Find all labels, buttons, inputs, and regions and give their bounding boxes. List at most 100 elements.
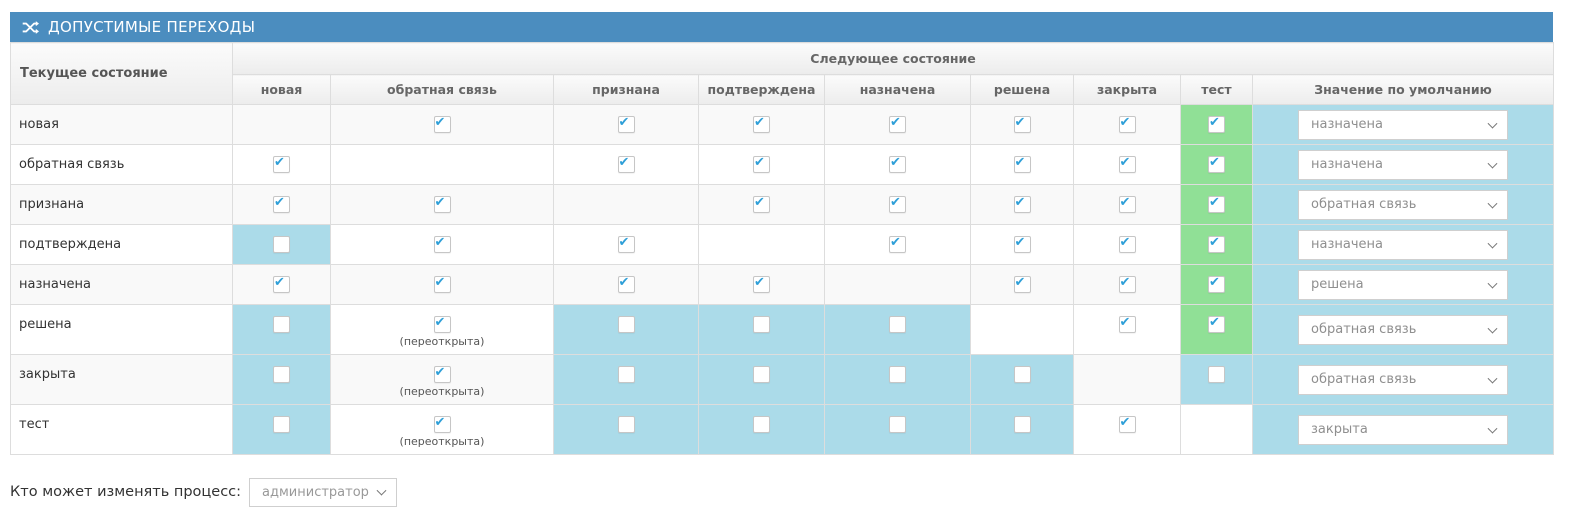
transition-checkbox[interactable] [1208,195,1225,213]
transition-checkbox[interactable] [433,235,451,253]
default-value-cell: обратная связь [1252,354,1554,405]
default-value-cell: назначена [1252,224,1554,265]
transition-cell [970,104,1074,145]
transition-checkbox[interactable] [617,316,635,333]
transition-checkbox[interactable] [1118,235,1136,253]
default-transition-select-value: закрыта [1311,422,1368,437]
transition-cell [553,224,699,265]
column-header-3: подтверждена [698,74,825,105]
transition-checkbox[interactable] [617,366,635,383]
transition-checkbox[interactable] [1208,155,1225,173]
transition-checkbox[interactable] [1013,416,1031,433]
transition-checkbox[interactable] [433,195,451,213]
default-transition-select[interactable]: обратная связь [1298,364,1508,395]
transition-checkbox[interactable] [1208,115,1225,133]
transition-cell [553,144,699,185]
transition-checkbox[interactable] [1013,155,1031,173]
transition-checkbox[interactable] [1013,115,1031,133]
transition-cell [1073,184,1181,225]
transition-checkbox[interactable] [1118,195,1136,213]
transition-checkbox[interactable] [1208,315,1225,333]
default-value-cell: обратная связь [1252,184,1554,225]
transition-checkbox[interactable] [753,366,770,383]
transition-checkbox[interactable] [1118,415,1136,433]
transition-checkbox[interactable] [617,155,635,173]
table-row: решена (переоткрыта) обратная связь [10,304,1554,355]
transition-cell [824,144,971,185]
transition-checkbox[interactable] [433,365,451,383]
transition-checkbox[interactable] [273,275,290,293]
transition-checkbox[interactable] [1118,315,1136,333]
transition-checkbox[interactable] [273,316,290,333]
transition-checkbox[interactable] [433,315,451,333]
transition-cell [1180,224,1253,265]
transition-checkbox[interactable] [753,275,770,293]
process-editor-select[interactable]: администратор [249,477,398,507]
panel-titlebar: ДОПУСТИМЫЕ ПЕРЕХОДЫ [10,12,1553,42]
transition-checkbox[interactable] [889,316,906,333]
chevron-down-icon [1487,423,1498,434]
transition-checkbox[interactable] [889,115,906,133]
transition-checkbox[interactable] [1118,115,1136,133]
transition-checkbox[interactable] [433,415,451,433]
transition-checkbox[interactable] [753,115,770,133]
default-transition-select[interactable]: обратная связь [1298,189,1508,220]
transition-checkbox[interactable] [753,316,770,333]
transition-checkbox[interactable] [617,416,635,433]
transition-checkbox[interactable] [273,236,290,253]
transition-checkbox[interactable] [889,195,906,213]
process-editor-row: Кто может изменять процесс: администрато… [10,477,398,507]
transition-checkbox[interactable] [1118,155,1136,173]
transition-checkbox[interactable] [273,155,290,173]
default-transition-select[interactable]: обратная связь [1298,314,1508,345]
default-value-cell: назначена [1252,144,1554,185]
transition-checkbox[interactable] [1208,275,1225,293]
transition-checkbox[interactable] [889,366,906,383]
transition-cell [1073,104,1181,145]
default-transition-select[interactable]: назначена [1298,109,1508,140]
transition-checkbox[interactable] [1013,195,1031,213]
diagonal-cell [330,144,554,185]
default-transition-select[interactable]: закрыта [1298,414,1508,445]
transition-checkbox[interactable] [889,235,906,253]
transition-cell [824,354,971,405]
transition-checkbox[interactable] [1013,235,1031,253]
transition-checkbox[interactable] [1013,366,1031,383]
row-label: закрыта [10,354,233,405]
transition-cell [1073,144,1181,185]
transition-checkbox[interactable] [889,155,906,173]
transition-checkbox[interactable] [273,416,290,433]
diagonal-cell [824,264,971,305]
default-transition-select[interactable]: назначена [1298,229,1508,260]
transition-cell [1073,264,1181,305]
transition-checkbox[interactable] [433,275,451,293]
reopen-label: (переоткрыта) [399,385,485,398]
transition-checkbox[interactable] [889,416,906,433]
transition-checkbox[interactable] [1118,275,1136,293]
chevron-down-icon [1487,118,1498,129]
transition-cell [970,184,1074,225]
transition-checkbox[interactable] [753,416,770,433]
default-transition-select-value: обратная связь [1311,322,1417,337]
default-transition-select[interactable]: решена [1298,269,1508,300]
transition-cell [553,264,699,305]
transition-cell [970,144,1074,185]
transition-checkbox[interactable] [273,195,290,213]
transition-checkbox[interactable] [753,195,770,213]
transition-checkbox[interactable] [617,115,635,133]
transition-checkbox[interactable] [1208,366,1225,383]
transition-checkbox[interactable] [753,155,770,173]
transition-cell [698,184,825,225]
transition-checkbox[interactable] [617,275,635,293]
transition-cell [698,264,825,305]
transition-cell [232,404,331,455]
transition-checkbox[interactable] [1208,235,1225,253]
transition-checkbox[interactable] [1013,275,1031,293]
transition-checkbox[interactable] [433,115,451,133]
transition-checkbox[interactable] [617,235,635,253]
transition-checkbox[interactable] [273,366,290,383]
row-label: признана [10,184,233,225]
default-transition-select[interactable]: назначена [1298,149,1508,180]
default-transition-select-value: назначена [1311,157,1383,172]
table-row: подтверждена назначена [10,224,1554,265]
